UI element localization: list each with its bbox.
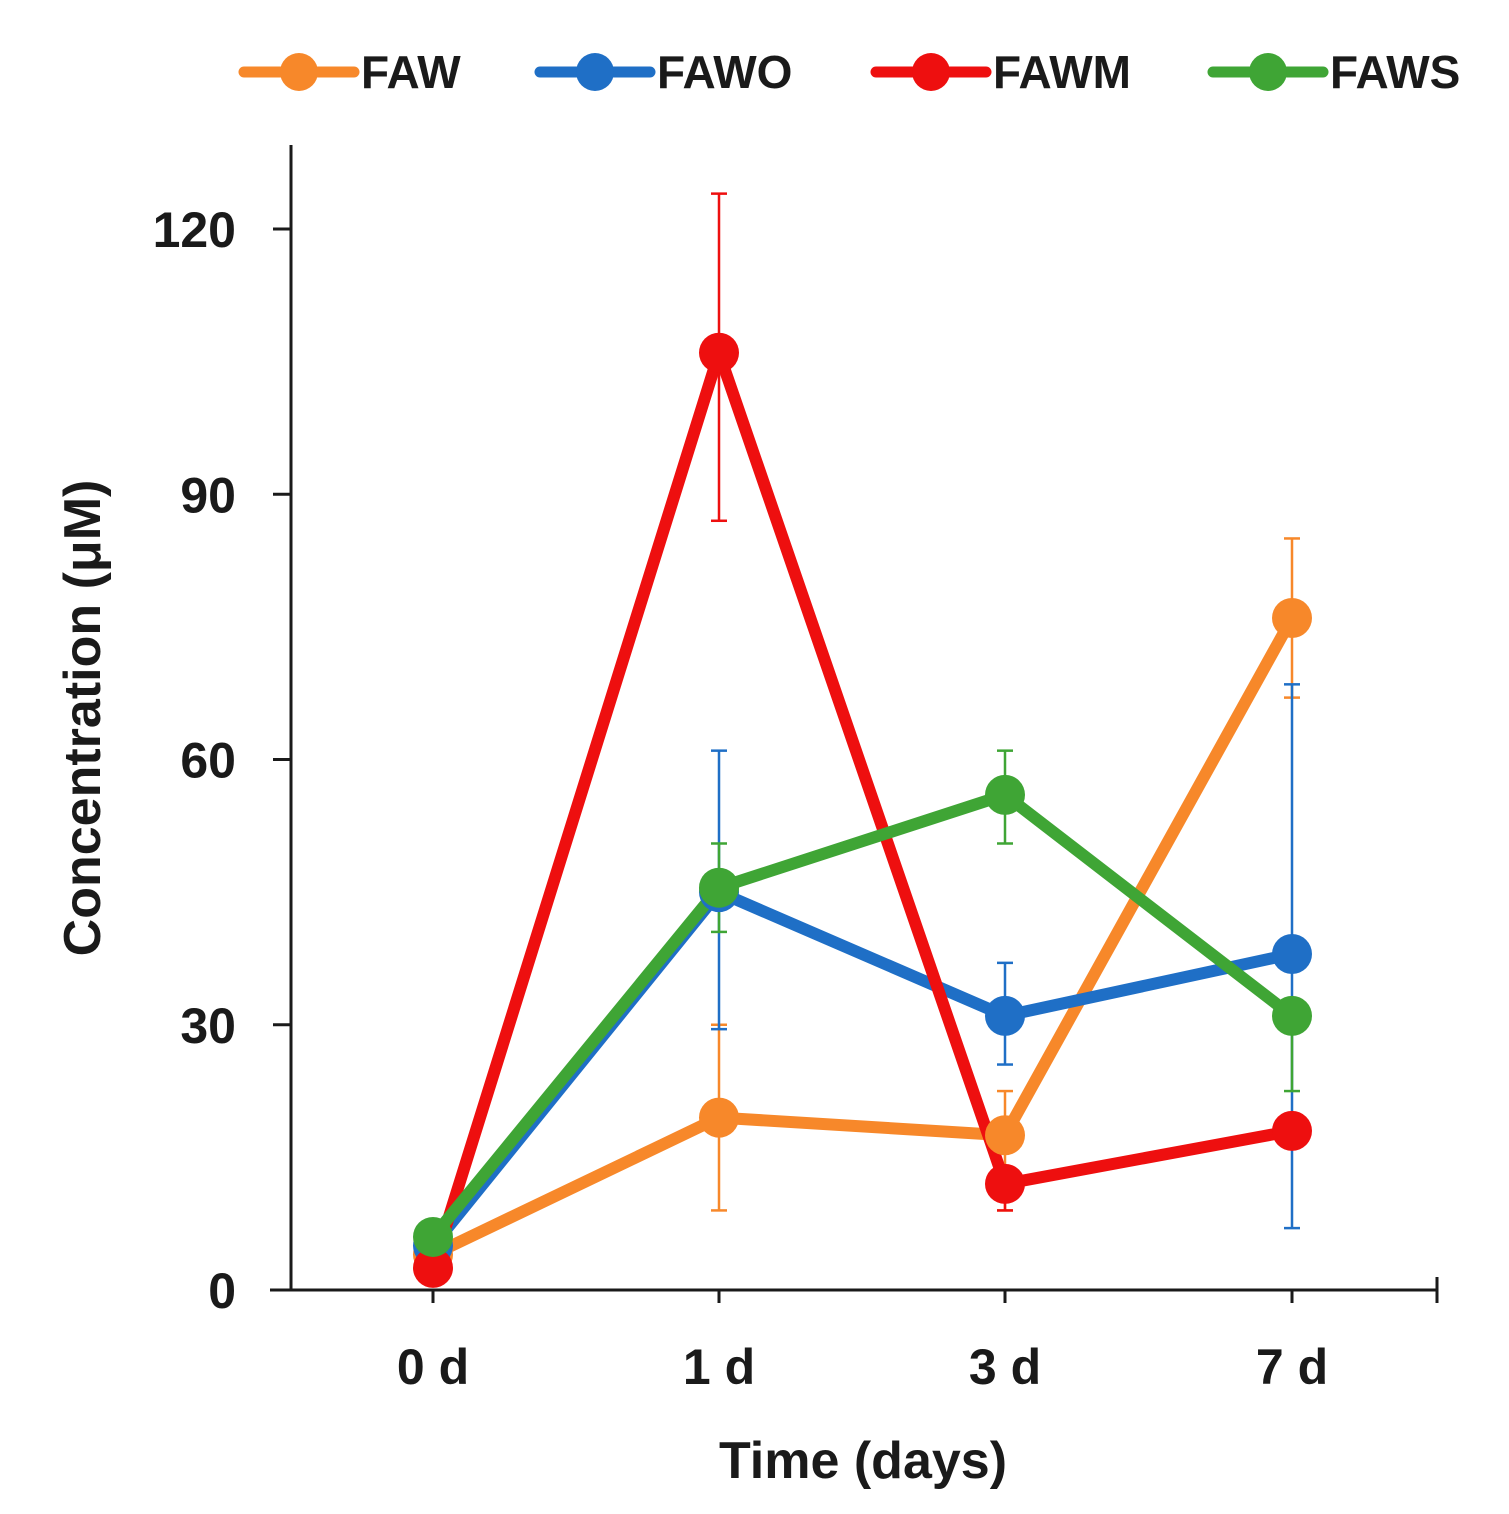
data-points: [413, 332, 1312, 1288]
y-tick-label: 60: [180, 733, 236, 789]
legend-label-fawm: FAWM: [993, 46, 1131, 98]
data-point-faw: [699, 1097, 739, 1138]
series-line-faws: [427, 788, 1298, 1243]
data-point-faw: [1272, 598, 1312, 639]
legend-marker-faw: [280, 53, 318, 91]
data-point-fawo: [1272, 934, 1312, 975]
legend-label-faw: FAW: [361, 46, 461, 98]
data-point-fawm: [985, 1163, 1025, 1204]
data-point-faws: [985, 774, 1025, 815]
x-tick-label: 1 d: [683, 1339, 755, 1395]
legend-marker-fawm: [912, 53, 950, 91]
data-point-fawm: [413, 1247, 453, 1288]
x-ticks: 0 d 1 d 3 d 7 d: [397, 1290, 1328, 1395]
y-tick-label: 120: [153, 202, 236, 258]
series-lines: [427, 346, 1298, 1274]
x-axis-title: Time (days): [719, 1432, 1007, 1490]
data-point-fawo: [985, 995, 1025, 1036]
legend-label-fawo: FAWO: [657, 46, 792, 98]
series-line-faw: [427, 612, 1298, 1261]
data-point-faw: [985, 1115, 1025, 1156]
data-point-fawm: [699, 332, 739, 373]
y-tick-label: 30: [180, 998, 236, 1054]
series-line-fawm: [427, 346, 1298, 1274]
error-bars: [711, 192, 1300, 1230]
legend-marker-fawo: [576, 53, 614, 91]
data-point-fawm: [1272, 1110, 1312, 1151]
legend: FAW FAWO FAWM FAWS: [238, 46, 1460, 98]
y-axis-title: Concentration (μM): [54, 480, 112, 957]
y-tick-label: 0: [208, 1263, 236, 1319]
data-point-faws: [1272, 995, 1312, 1036]
axes: [270, 145, 1439, 1303]
y-tick-label: 90: [180, 467, 236, 523]
y-ticks: 0 30 60 90 120: [153, 202, 291, 1319]
legend-label-faws: FAWS: [1330, 46, 1460, 98]
data-point-faws: [699, 867, 739, 908]
data-point-faws: [413, 1216, 453, 1257]
x-tick-label: 3 d: [969, 1339, 1041, 1395]
x-tick-label: 7 d: [1256, 1339, 1328, 1395]
legend-marker-faws: [1249, 53, 1287, 91]
x-tick-label: 0 d: [397, 1339, 469, 1395]
